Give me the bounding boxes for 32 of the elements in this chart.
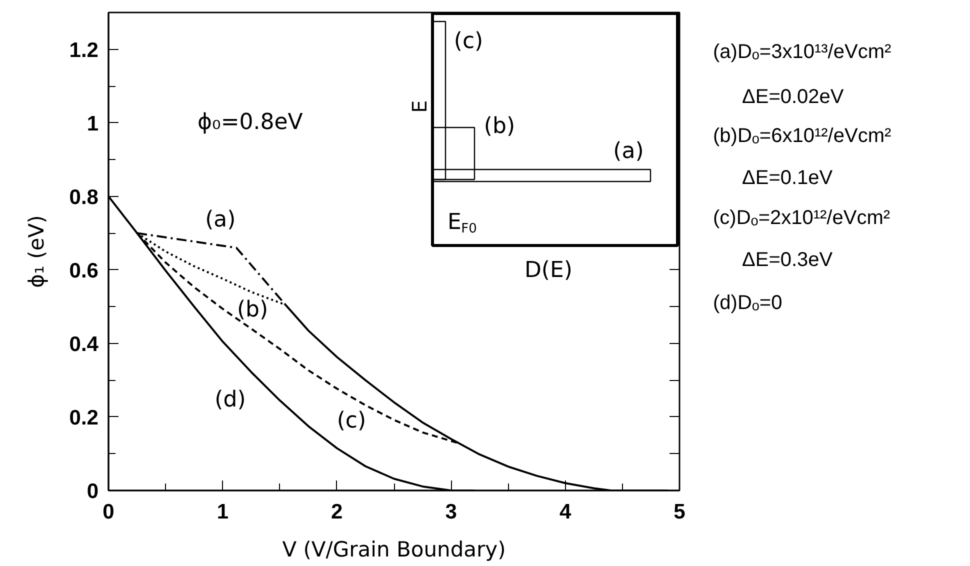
series-label: (a)	[205, 207, 236, 232]
text: (c)Dₒ=2x10¹²/eVcm²	[713, 206, 890, 230]
series-label: (d)	[214, 388, 246, 413]
text: ΔE=0.02eV	[742, 85, 844, 109]
y-axis-title: ϕ₁ (eV)	[24, 215, 48, 288]
text: (b)Dₒ=6x10¹²/eVcm²	[713, 124, 892, 148]
annotation: (b)	[484, 114, 516, 139]
x-tick-label: 5	[674, 500, 686, 524]
y-tick-label: 0.4	[69, 332, 99, 356]
series-label: (b)	[236, 297, 268, 322]
y-tick-label: 0	[86, 480, 99, 503]
annotation: ϕ₀=0.8eV	[198, 110, 303, 135]
y-tick-label: 0.6	[69, 259, 99, 282]
x-tick-label: 3	[445, 500, 457, 524]
y-tick-label: 0.8	[69, 186, 99, 209]
annotation: (c)	[454, 29, 484, 54]
annotation: E	[408, 100, 432, 113]
series-label: (c)	[336, 408, 366, 434]
annotation: (a)	[613, 139, 644, 164]
x-axis-title: V (V/Grain Boundary)	[282, 538, 506, 562]
y-tick-label: 0.2	[69, 406, 99, 430]
y-tick-label: 1	[86, 112, 99, 136]
text: (a)Dₒ=3x10¹³/eVcm²	[713, 40, 892, 64]
annotation: D(E)	[524, 258, 573, 283]
x-tick-label: 1	[216, 500, 229, 524]
text: ΔE=0.3eV	[742, 248, 833, 272]
text: ΔE=0.1eV	[742, 166, 833, 190]
y-tick-label: 1.2	[69, 38, 99, 62]
x-tick-label: 0	[102, 500, 114, 524]
x-tick-label: 4	[559, 500, 572, 524]
x-tick-label: 2	[331, 500, 343, 524]
text: (d)Dₒ=0	[713, 291, 782, 315]
